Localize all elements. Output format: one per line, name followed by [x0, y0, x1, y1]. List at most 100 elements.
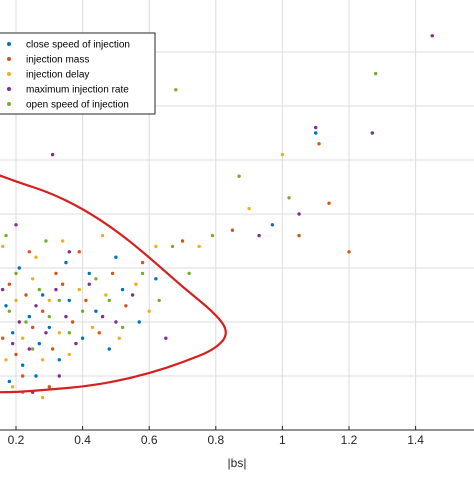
data-point [154, 244, 158, 249]
legend-box [0, 32, 156, 115]
data-point [50, 347, 55, 351]
data-point [4, 304, 8, 308]
data-point [84, 298, 88, 303]
data-point [117, 336, 121, 340]
data-point [87, 271, 91, 276]
data-point [94, 309, 98, 313]
data-point [297, 212, 301, 216]
data-point [24, 320, 28, 324]
ellipse-annotation [0, 174, 227, 394]
data-point [107, 347, 111, 351]
data-point [24, 293, 28, 297]
data-point [34, 304, 38, 308]
data-point [280, 152, 285, 157]
data-point [37, 287, 42, 292]
data-point [0, 336, 5, 340]
data-point [297, 233, 301, 238]
data-point [230, 228, 235, 232]
data-point [154, 277, 158, 281]
data-point [54, 287, 58, 292]
data-point [17, 320, 22, 324]
data-point [47, 385, 51, 389]
data-point [164, 336, 168, 340]
data-point [347, 250, 351, 254]
data-point [40, 358, 45, 362]
data-point [0, 244, 5, 249]
data-points [0, 34, 434, 400]
x-tick-label: 0.4 [74, 433, 91, 447]
data-point [314, 131, 318, 135]
data-point [327, 201, 331, 205]
data-point [140, 260, 145, 265]
data-point [4, 358, 8, 362]
data-point [140, 271, 145, 276]
legend-label: injection mass [26, 55, 89, 66]
data-point [257, 233, 261, 238]
x-axis-title: |bs| [228, 456, 247, 470]
data-point [20, 363, 25, 367]
data-point [180, 239, 185, 243]
data-point [57, 298, 61, 303]
data-point [70, 320, 75, 324]
data-point [20, 336, 25, 340]
data-point [157, 298, 161, 303]
data-point [7, 309, 12, 313]
data-point [50, 152, 55, 157]
data-point [97, 331, 101, 335]
data-point [60, 239, 65, 243]
data-point [67, 352, 71, 357]
data-point [147, 309, 151, 313]
data-point [27, 250, 32, 254]
legend-marker [7, 87, 11, 91]
data-point [317, 142, 321, 146]
data-point [107, 298, 111, 303]
legend-label: maximum injection rate [26, 85, 129, 96]
data-point [124, 304, 128, 308]
data-point [237, 174, 241, 178]
data-point [37, 341, 42, 346]
data-point [34, 374, 38, 378]
data-point [77, 287, 81, 292]
data-point [210, 233, 215, 238]
data-point [47, 298, 51, 303]
x-tick-labels: 0.2 0.4 0.6 0.8 1 1.2 1.4 [8, 426, 424, 447]
data-point [27, 314, 32, 319]
data-point [30, 277, 35, 281]
data-point [7, 282, 12, 286]
x-tick-label: 1 [279, 433, 286, 447]
data-point [44, 331, 48, 335]
data-point [370, 131, 375, 135]
data-point [197, 244, 201, 249]
data-point [47, 314, 51, 319]
legend-marker [7, 42, 11, 46]
data-point [114, 320, 118, 324]
data-point [4, 233, 8, 238]
data-point [60, 282, 65, 286]
data-point [137, 320, 141, 324]
data-point [170, 244, 175, 249]
data-point [57, 374, 61, 378]
data-point [287, 196, 291, 200]
data-point [7, 379, 12, 384]
data-point [10, 331, 15, 335]
data-point [114, 255, 118, 259]
legend-label: injection delay [26, 70, 89, 81]
data-point [174, 88, 178, 92]
data-point [27, 347, 32, 351]
data-point [54, 271, 58, 276]
data-point [10, 341, 15, 346]
data-point [247, 206, 251, 211]
data-point [187, 271, 191, 276]
data-point [100, 314, 105, 319]
legend-marker [7, 102, 11, 106]
data-point [120, 325, 125, 330]
data-point [14, 271, 18, 276]
data-point [270, 223, 275, 227]
data-point [57, 358, 61, 362]
legend-label: close speed of injection [26, 40, 130, 51]
data-point [104, 293, 108, 297]
legend: close speed of injection injection mass in… [0, 32, 156, 115]
legend-marker [7, 72, 11, 76]
data-point [47, 325, 51, 330]
